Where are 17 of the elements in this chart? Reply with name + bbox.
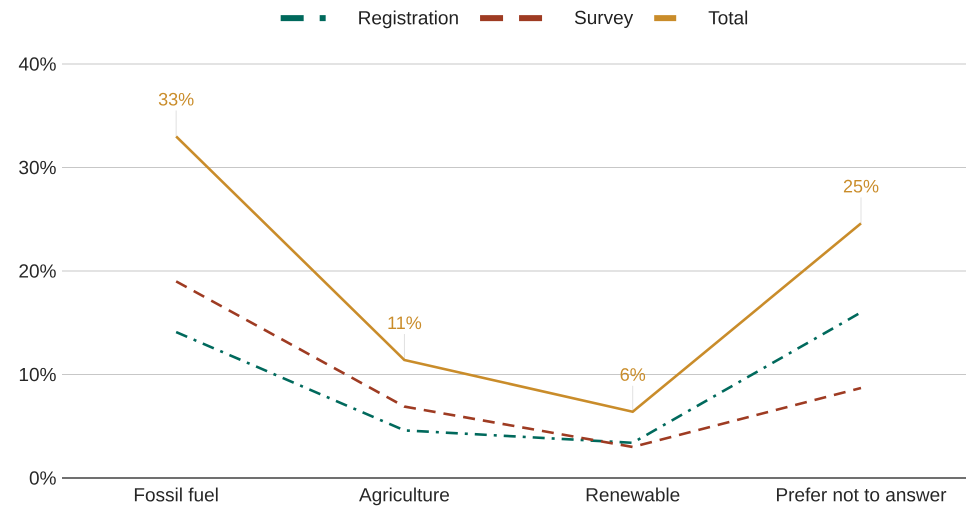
- x-tick-label: Agriculture: [359, 488, 449, 506]
- data-label: 33%: [158, 92, 194, 106]
- y-tick-label: 30%: [19, 160, 56, 174]
- x-tick-label: Fossil fuel: [134, 488, 218, 502]
- y-tick-label: 0%: [30, 471, 56, 485]
- legend-label: Registration: [359, 10, 458, 28]
- y-tick-label: 20%: [19, 264, 56, 278]
- x-tick-label: Prefer not to answer: [777, 488, 946, 502]
- data-label: 25%: [844, 180, 878, 193]
- line-series: [174, 280, 862, 448]
- y-tick-label: 10%: [20, 368, 56, 382]
- legend-label: Total: [708, 10, 748, 24]
- data-label: 6%: [620, 368, 646, 381]
- x-tick-label: Renewable: [586, 488, 680, 502]
- y-tick-label: 40%: [18, 57, 56, 71]
- legend-label: Survey: [574, 10, 634, 28]
- data-label: 11%: [388, 316, 422, 330]
